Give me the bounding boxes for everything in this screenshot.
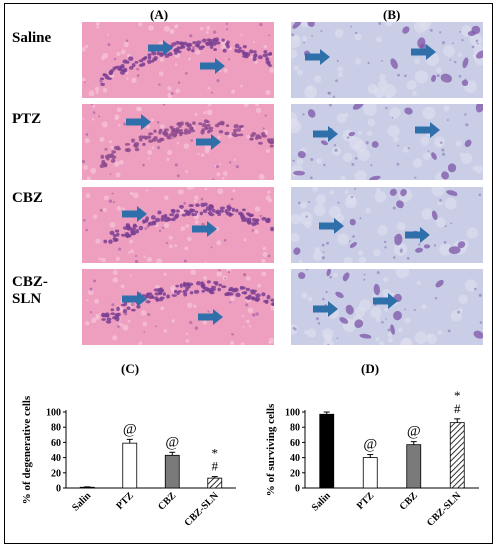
- arrow-icon: [126, 114, 151, 130]
- chart-surviving-cells: % of surviving cells 0 20 40 60 80 100 Salin @ PT…: [256, 378, 491, 543]
- panel-label-b: (B): [383, 7, 401, 22]
- micrograph-he-saline: [82, 22, 274, 98]
- arrow-icon: [192, 221, 217, 237]
- y-tick-label: 60: [290, 438, 300, 449]
- row-label-ptz: PTZ: [12, 111, 42, 127]
- arrow-icon: [405, 227, 430, 243]
- bar-cbz: [164, 454, 180, 489]
- micrograph-nissl-cbz: [291, 187, 483, 263]
- y-tick-label: 40: [51, 453, 61, 464]
- y-tick-label: 0: [295, 484, 300, 495]
- significance-mark: #: [212, 459, 219, 474]
- significance-mark: #: [454, 401, 461, 416]
- bar-cbz: [406, 444, 422, 489]
- significance-mark: *: [212, 446, 219, 461]
- y-tick-label: 80: [290, 423, 300, 434]
- x-tick-label: CBZ: [156, 490, 179, 513]
- bar-cbz-sln: [207, 477, 223, 489]
- row-label-cbz: CBZ: [12, 190, 43, 206]
- micrograph-nissl-cbz-sln: [291, 269, 483, 345]
- row-label-cbz-sln: CBZ- SLN: [12, 274, 48, 307]
- bar-cbz-sln: [449, 422, 465, 489]
- arrow-icon: [415, 122, 440, 138]
- bar-ptz: [362, 457, 378, 489]
- significance-mark: @: [165, 434, 179, 450]
- arrow-icon: [122, 206, 147, 222]
- panel-label-d: (D): [361, 361, 380, 376]
- bar-salin: [319, 413, 335, 489]
- chart-degenerative-cells: % of degenerative cells 0 20 40 60 80 100 Salin…: [8, 378, 248, 543]
- y-axis-label: % of degenerative cells: [21, 395, 33, 504]
- y-tick-label: 80: [51, 423, 61, 434]
- x-tick-label: Salin: [70, 490, 93, 513]
- micrograph-he-cbz: [82, 187, 274, 263]
- y-axis-label: % of surviving cells: [265, 403, 277, 496]
- arrow-icon: [200, 58, 225, 74]
- arrow-icon: [313, 301, 338, 317]
- significance-mark: @: [363, 437, 377, 453]
- arrow-icon: [313, 126, 338, 142]
- arrow-icon: [196, 134, 221, 150]
- arrow-icon: [122, 291, 147, 307]
- bar-chart-d: % of surviving cells 0 20 40 60 80 100 Salin @ PT…: [265, 388, 479, 529]
- bar-ptz: [122, 442, 138, 489]
- y-tick-label: 20: [290, 468, 300, 479]
- micrograph-he-ptz: [82, 104, 274, 180]
- arrow-icon: [319, 218, 344, 234]
- x-tick-label: PTZ: [114, 490, 136, 512]
- figure-frame: [4, 3, 493, 544]
- x-tick-label: Salin: [310, 490, 333, 513]
- arrow-icon: [198, 309, 223, 325]
- panel-label-c: (C): [121, 361, 140, 376]
- arrow-icon: [373, 293, 398, 309]
- significance-mark: *: [454, 388, 461, 403]
- micrograph-nissl-saline: [291, 22, 483, 98]
- significance-mark: @: [407, 424, 421, 440]
- y-tick-label: 0: [56, 484, 61, 495]
- micrograph-he-cbz-sln: [82, 269, 274, 345]
- significance-mark: @: [123, 421, 137, 437]
- x-tick-label: CBZ-SLN: [425, 490, 464, 529]
- y-tick-label: 60: [51, 438, 61, 449]
- y-tick-label: 20: [51, 468, 61, 479]
- micrograph-nissl-ptz: [291, 104, 483, 180]
- arrow-icon: [411, 44, 436, 60]
- arrow-icon: [305, 49, 330, 65]
- panel-label-a: (A): [150, 7, 169, 22]
- x-tick-label: CBZ: [398, 490, 421, 513]
- y-tick-label: 100: [46, 408, 61, 419]
- arrow-icon: [148, 40, 173, 56]
- y-tick-label: 40: [290, 453, 300, 464]
- bar-chart-c: % of degenerative cells 0 20 40 60 80 100 Salin…: [21, 395, 236, 529]
- row-label-saline: Saline: [12, 30, 52, 46]
- x-tick-label: CBZ-SLN: [182, 490, 221, 529]
- y-tick-label: 100: [285, 408, 300, 419]
- x-tick-label: PTZ: [355, 490, 377, 512]
